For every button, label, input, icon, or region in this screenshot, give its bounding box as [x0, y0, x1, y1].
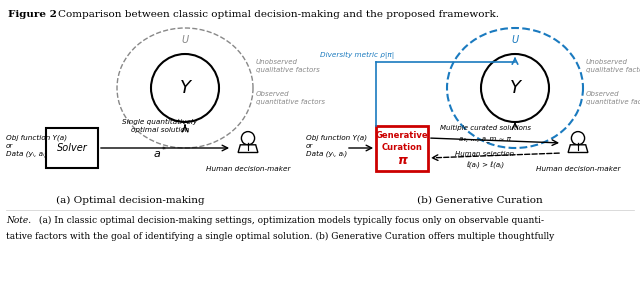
Text: Curation: Curation	[381, 142, 422, 151]
FancyBboxPatch shape	[376, 126, 428, 171]
Text: Obj function Y(a)
or
Data (yᵢ, aᵢ): Obj function Y(a) or Data (yᵢ, aᵢ)	[6, 134, 67, 157]
Circle shape	[572, 132, 584, 145]
Text: (b) Generative Curation: (b) Generative Curation	[417, 196, 543, 205]
FancyBboxPatch shape	[46, 128, 98, 168]
Text: (a) Optimal decision-making: (a) Optimal decision-making	[56, 196, 204, 205]
Text: Y: Y	[179, 79, 191, 97]
Text: Human decision-maker: Human decision-maker	[536, 166, 620, 172]
Text: (a) In classic optimal decision-making settings, optimization models typically f: (a) In classic optimal decision-making s…	[36, 216, 544, 225]
Text: Observed
quantitative factors: Observed quantitative factors	[256, 91, 325, 105]
Text: Diversity metric ρ|π|: Diversity metric ρ|π|	[320, 52, 394, 59]
Text: Comparison between classic optimal decision-making and the proposed framework.: Comparison between classic optimal decis…	[58, 10, 499, 19]
Text: tative factors with the goal of identifying a single optimal solution. (b) Gener: tative factors with the goal of identify…	[6, 232, 554, 241]
Text: Note.: Note.	[6, 216, 31, 225]
Text: Generative: Generative	[376, 132, 428, 140]
Text: Y: Y	[509, 79, 520, 97]
Text: a₁, ..., a_m ∼ π: a₁, ..., a_m ∼ π	[459, 136, 511, 142]
Polygon shape	[568, 145, 588, 153]
Text: π: π	[397, 153, 407, 167]
Text: ℓ(aᵢ) > ℓ(aⱼ): ℓ(aᵢ) > ℓ(aⱼ)	[466, 162, 504, 169]
Text: Observed
quantitative factors: Observed quantitative factors	[586, 91, 640, 105]
Circle shape	[151, 54, 219, 122]
Text: U: U	[181, 35, 189, 45]
Circle shape	[481, 54, 549, 122]
Text: Solver: Solver	[56, 143, 88, 153]
Text: Obj function Y(a)
or
Data (yᵢ, aᵢ): Obj function Y(a) or Data (yᵢ, aᵢ)	[306, 134, 367, 157]
Text: Human decision-maker: Human decision-maker	[205, 166, 291, 172]
Text: Unobserved
qualitative factors: Unobserved qualitative factors	[256, 59, 320, 73]
Text: Unobserved
qualitative factors: Unobserved qualitative factors	[586, 59, 640, 73]
Text: Single quantitatively
optimal solution: Single quantitatively optimal solution	[122, 119, 198, 133]
Polygon shape	[238, 145, 258, 153]
Text: U: U	[511, 35, 518, 45]
Circle shape	[241, 132, 255, 145]
Text: Multiple curated solutions: Multiple curated solutions	[440, 125, 531, 131]
Text: $a^*$: $a^*$	[153, 145, 167, 161]
Text: Human selection: Human selection	[456, 151, 515, 157]
Text: Figure 2: Figure 2	[8, 10, 57, 19]
